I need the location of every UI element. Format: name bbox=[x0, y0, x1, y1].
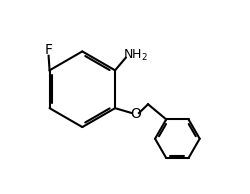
Text: O: O bbox=[130, 107, 141, 121]
Text: F: F bbox=[44, 42, 52, 57]
Text: NH$_2$: NH$_2$ bbox=[122, 48, 148, 63]
